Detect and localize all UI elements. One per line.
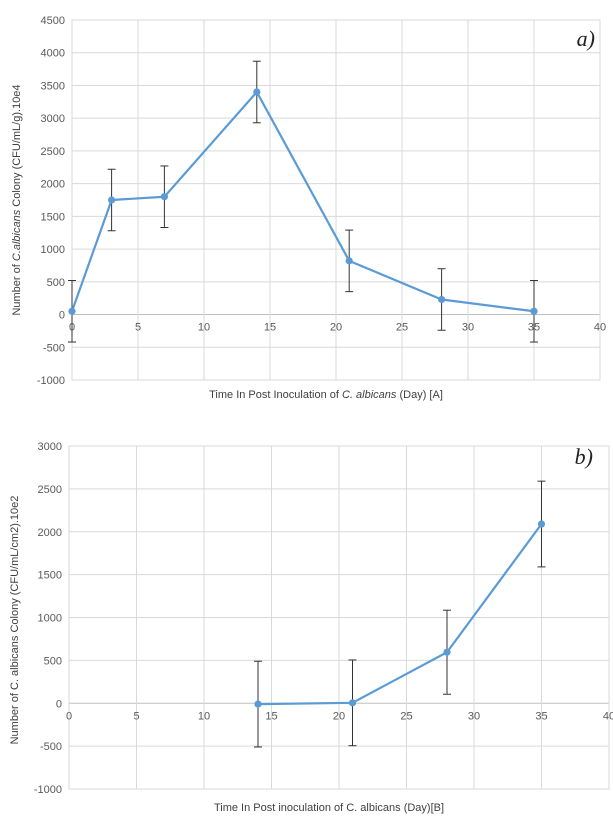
series-line [70,90,535,313]
series-line [257,523,543,706]
x-tick-label: 0 [66,710,72,722]
data-point [108,196,116,204]
plot-frame [68,445,610,790]
y-tick-label: 2500 [41,146,65,158]
x-tick-label: 5 [135,322,141,334]
y-tick-label: 0 [59,310,65,322]
y-tick-label: 2500 [38,484,62,496]
y-tick-label: 500 [44,655,62,667]
chart-a: -1000 -500 0 500 1000 1500 2000 2500 3000 3500 400… [11,15,607,401]
y-tick-label: -500 [43,342,65,354]
x-tick-label: 30 [468,710,480,722]
x-tick-label: 40 [594,322,606,334]
panel-label: a) [577,26,595,51]
x-tick-label: 30 [462,322,474,334]
data-point [438,295,446,304]
chart-b-plot: -1000 -500 0 500 1000 1500 2000 2500 3000 0 5 10 15 2… [9,441,613,814]
x-tick-label: 40 [603,710,613,722]
y-tick-label: -1000 [34,784,62,796]
data-point [68,307,76,315]
x-tick-label: 25 [396,322,408,334]
x-tick-label: 15 [265,710,277,722]
y-tick-label: -1000 [37,375,65,387]
panel-label: b) [575,444,593,469]
x-tick-label: 10 [198,710,210,722]
y-tick-label: 1500 [38,570,62,582]
x-tick-label: 10 [198,322,210,334]
x-tick-label: 20 [333,710,345,722]
data-point [443,648,451,656]
x-tick-label: 5 [133,710,139,722]
chart-a-plot: -1000 -500 0 500 1000 1500 2000 2500 3000 3500 400… [11,15,606,401]
y-tick-label: 3000 [41,113,65,125]
data-point [345,257,353,265]
y-tick-label: 4500 [41,15,65,27]
y-axis-title: Number of C.albicans Colony (CFU/mL/g).1… [11,84,23,315]
data-point [254,700,262,708]
y-tick-label: 500 [47,277,65,289]
y-tick-label: 0 [56,698,62,710]
x-axis-title: Time In Post Inoculation of C. albicans … [209,389,443,401]
x-axis-title: Time In Post inoculation of C. albicans … [214,802,444,814]
y-tick-label: 3500 [41,80,65,92]
data-point [348,699,357,707]
y-axis-title: Number of C. albicans Colony (CFU/mL/cm2… [9,496,21,745]
x-tick-label: 15 [264,322,276,334]
data-point [537,520,546,528]
x-tick-label: 25 [400,710,412,722]
y-tick-label: 3000 [38,441,62,453]
y-tick-label: -500 [40,741,62,753]
y-tick-label: 2000 [41,179,65,191]
y-tick-label: 1000 [38,613,62,625]
y-tick-label: 4000 [41,48,65,60]
x-tick-label: 20 [330,322,342,334]
y-tick-label: 2000 [38,527,62,539]
x-tick-label: 35 [535,710,547,722]
data-point [160,193,168,201]
y-tick-label: 1500 [41,211,65,223]
chart-b: -1000 -500 0 500 1000 1500 2000 2500 3000 0 5 10 15 2… [0,428,613,817]
y-tick-label: 1000 [41,244,65,256]
data-point [530,307,538,315]
data-point [253,88,261,96]
plot-frame [71,19,601,381]
